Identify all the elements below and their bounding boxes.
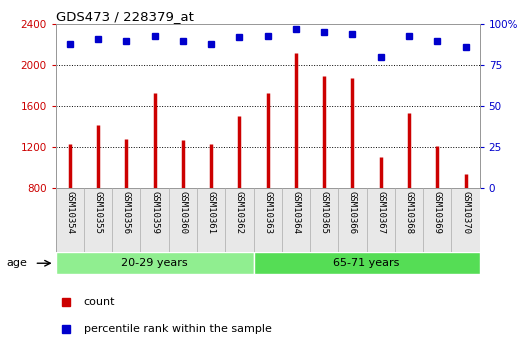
Bar — [253, 252, 480, 274]
Text: percentile rank within the sample: percentile rank within the sample — [84, 324, 271, 334]
Text: GSM10369: GSM10369 — [433, 191, 441, 234]
Text: GSM10363: GSM10363 — [263, 191, 272, 234]
Text: GSM10368: GSM10368 — [404, 191, 413, 234]
Text: GSM10362: GSM10362 — [235, 191, 244, 234]
Text: GSM10365: GSM10365 — [320, 191, 329, 234]
Text: GSM10359: GSM10359 — [150, 191, 159, 234]
Text: GSM10361: GSM10361 — [207, 191, 216, 234]
Text: GSM10355: GSM10355 — [94, 191, 102, 234]
Text: GDS473 / 228379_at: GDS473 / 228379_at — [56, 10, 193, 23]
Text: GSM10354: GSM10354 — [65, 191, 74, 234]
Text: age: age — [6, 258, 27, 268]
Text: count: count — [84, 297, 115, 307]
Text: GSM10360: GSM10360 — [179, 191, 187, 234]
Text: GSM10364: GSM10364 — [292, 191, 301, 234]
Text: 65-71 years: 65-71 years — [333, 258, 400, 268]
Bar — [56, 252, 253, 274]
Text: GSM10367: GSM10367 — [376, 191, 385, 234]
Text: GSM10370: GSM10370 — [461, 191, 470, 234]
Text: GSM10356: GSM10356 — [122, 191, 131, 234]
Text: GSM10366: GSM10366 — [348, 191, 357, 234]
Bar — [56, 188, 480, 252]
Text: 20-29 years: 20-29 years — [121, 258, 188, 268]
